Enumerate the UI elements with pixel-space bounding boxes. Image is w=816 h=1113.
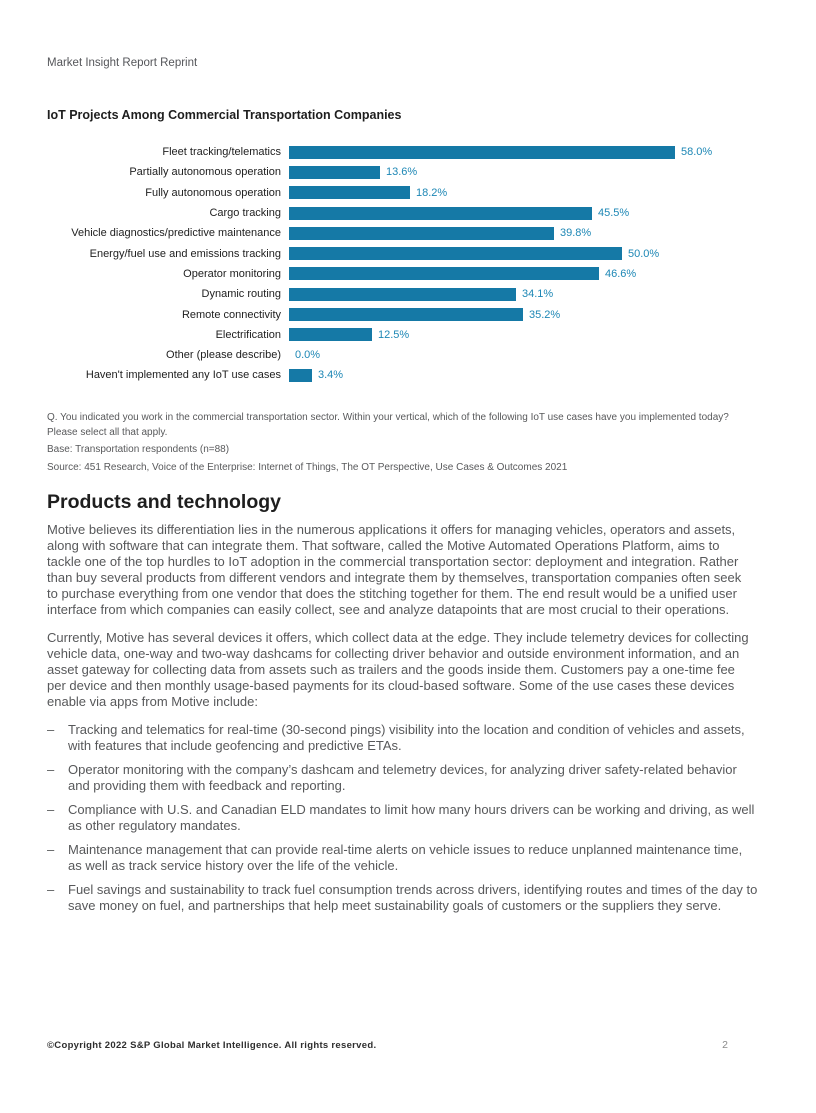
footnote-source: Source: 451 Research, Voice of the Enter… (47, 461, 568, 473)
bullet-item: – Compliance with U.S. and Canadian ELD m… (47, 802, 759, 834)
chart-value-label: 35.2% (529, 308, 561, 321)
chart-bar (289, 165, 380, 179)
chart-row: Haven't implemented any IoT use cases 3.4… (47, 365, 770, 385)
chart-row: Partially autonomous operation 13.6% (47, 162, 770, 182)
chart-value-label: 18.2% (416, 186, 448, 199)
page-number: 2 (722, 1039, 728, 1051)
chart-bar-area: 18.2% (289, 186, 770, 200)
chart-value-label: 58.0% (681, 146, 713, 159)
chart-bar-area: 39.8% (289, 226, 770, 240)
bullet-text: Maintenance management that can provide … (68, 841, 743, 873)
chart-category-label: Remote connectivity (181, 308, 281, 321)
chart-rows: Fleet tracking/telematics 58.0% Partially … (47, 142, 770, 386)
chart-bar-area: 58.0% (289, 145, 770, 159)
chart-category-label: Energy/fuel use and emissions tracking (89, 247, 281, 260)
chart-bar (289, 267, 599, 281)
copyright-text: ©Copyright 2022 S&P Global Market Intell… (47, 1040, 377, 1051)
bullet-item: – Maintenance management that can provide… (47, 842, 759, 874)
chart-row: Energy/fuel use and emissions tracking 50… (47, 243, 770, 263)
chart-bar (289, 328, 372, 342)
chart-bar (289, 226, 554, 240)
chart-value-label: 39.8% (560, 227, 592, 240)
chart-category-label: Partially autonomous operation (129, 166, 281, 179)
chart-category-label: Cargo tracking (209, 207, 281, 220)
bullet-dash-marker: – (47, 881, 55, 897)
chart-row: Operator monitoring 46.6% (47, 264, 770, 284)
footnote-base: Base: Transportation respondents (n=88) (47, 444, 230, 456)
chart-bar (289, 247, 622, 261)
chart-value-label: 0.0% (295, 349, 321, 362)
bullet-text: Tracking and telematics for real-time (3… (68, 721, 745, 753)
bullet-list: – Tracking and telematics for real-time (… (47, 722, 759, 914)
chart-bar-area: 46.6% (289, 267, 770, 281)
chart-category-label: Dynamic routing (201, 288, 281, 301)
chart-category-label: Haven't implemented any IoT use cases (85, 369, 281, 382)
chart-bar (289, 287, 516, 301)
chart-category-label: Electrification (215, 328, 281, 341)
chart-bar (289, 186, 410, 200)
chart-category-label: Operator monitoring (183, 267, 281, 280)
report-page: Market Insight Report Reprint IoT Projec… (0, 57, 816, 1051)
chart-bar-area: 12.5% (289, 328, 770, 342)
chart-row: Fully autonomous operation 18.2% (47, 183, 770, 203)
chart-title: IoT Projects Among Commercial Transporta… (47, 108, 402, 122)
chart-category-label: Other (please describe) (166, 349, 281, 362)
bullet-dash-marker: – (47, 761, 55, 777)
chart-bar-area: 45.5% (289, 206, 770, 220)
chart-bar-area: 34.1% (289, 287, 770, 301)
chart-category-label: Fully autonomous operation (145, 186, 281, 199)
chart-row: Remote connectivity 35.2% (47, 304, 770, 324)
report-header: Market Insight Report Reprint (47, 57, 198, 69)
chart-value-label: 46.6% (605, 267, 637, 280)
chart-row: Other (please describe) 0.0% (47, 345, 770, 365)
chart-value-label: 3.4% (318, 369, 344, 382)
chart-bar-area: 3.4% (289, 368, 770, 382)
bullet-dash-marker: – (47, 841, 55, 857)
chart-value-label: 13.6% (386, 166, 418, 179)
chart-bar (289, 368, 312, 382)
bullet-dash-marker: – (47, 801, 55, 817)
bar-chart: Fleet tracking/telematics 58.0% Partially … (47, 142, 770, 386)
chart-category-label: Vehicle diagnostics/predictive maintenan… (71, 227, 281, 240)
bullet-text: Fuel savings and sustainability to track… (68, 881, 758, 913)
chart-value-label: 45.5% (598, 207, 630, 220)
body-paragraph: Currently, Motive has several devices it… (47, 629, 749, 709)
chart-bar (289, 206, 592, 220)
bullet-text: Compliance with U.S. and Canadian ELD ma… (68, 801, 755, 833)
bullet-item: – Tracking and telematics for real-time (… (47, 722, 759, 754)
body-paragraphs: Motive believes its differentiation lies… (47, 522, 752, 710)
chart-bar-area: 35.2% (289, 308, 770, 322)
body-paragraph: Motive believes its differentiation lies… (47, 521, 742, 617)
chart-category-label: Fleet tracking/telematics (162, 146, 281, 159)
bullet-dash-marker: – (47, 721, 55, 737)
chart-row: Dynamic routing 34.1% (47, 284, 770, 304)
chart-bar (289, 145, 675, 159)
chart-footnotes: Q. You indicated you work in the commerc… (47, 410, 755, 475)
chart-bar-area: 13.6% (289, 165, 770, 179)
footnote-question: Q. You indicated you work in the commerc… (47, 411, 729, 438)
chart-bar-area: 0.0% (289, 349, 770, 362)
chart-value-label: 12.5% (378, 328, 410, 341)
chart-row: Vehicle diagnostics/predictive maintenan… (47, 223, 770, 243)
bullet-item: – Fuel savings and sustainability to trac… (47, 882, 759, 914)
chart-bar-area: 50.0% (289, 247, 770, 261)
page-footer: ©Copyright 2022 S&P Global Market Intell… (47, 1039, 770, 1051)
chart-row: Cargo tracking 45.5% (47, 203, 770, 223)
chart-row: Fleet tracking/telematics 58.0% (47, 142, 770, 162)
bullet-text: Operator monitoring with the company’s d… (68, 761, 737, 793)
chart-bar (289, 308, 523, 322)
chart-value-label: 34.1% (522, 288, 554, 301)
chart-row: Electrification 12.5% (47, 325, 770, 345)
bullet-item: – Operator monitoring with the company’s … (47, 762, 759, 794)
chart-value-label: 50.0% (628, 247, 660, 260)
section-heading: Products and technology (47, 490, 282, 513)
